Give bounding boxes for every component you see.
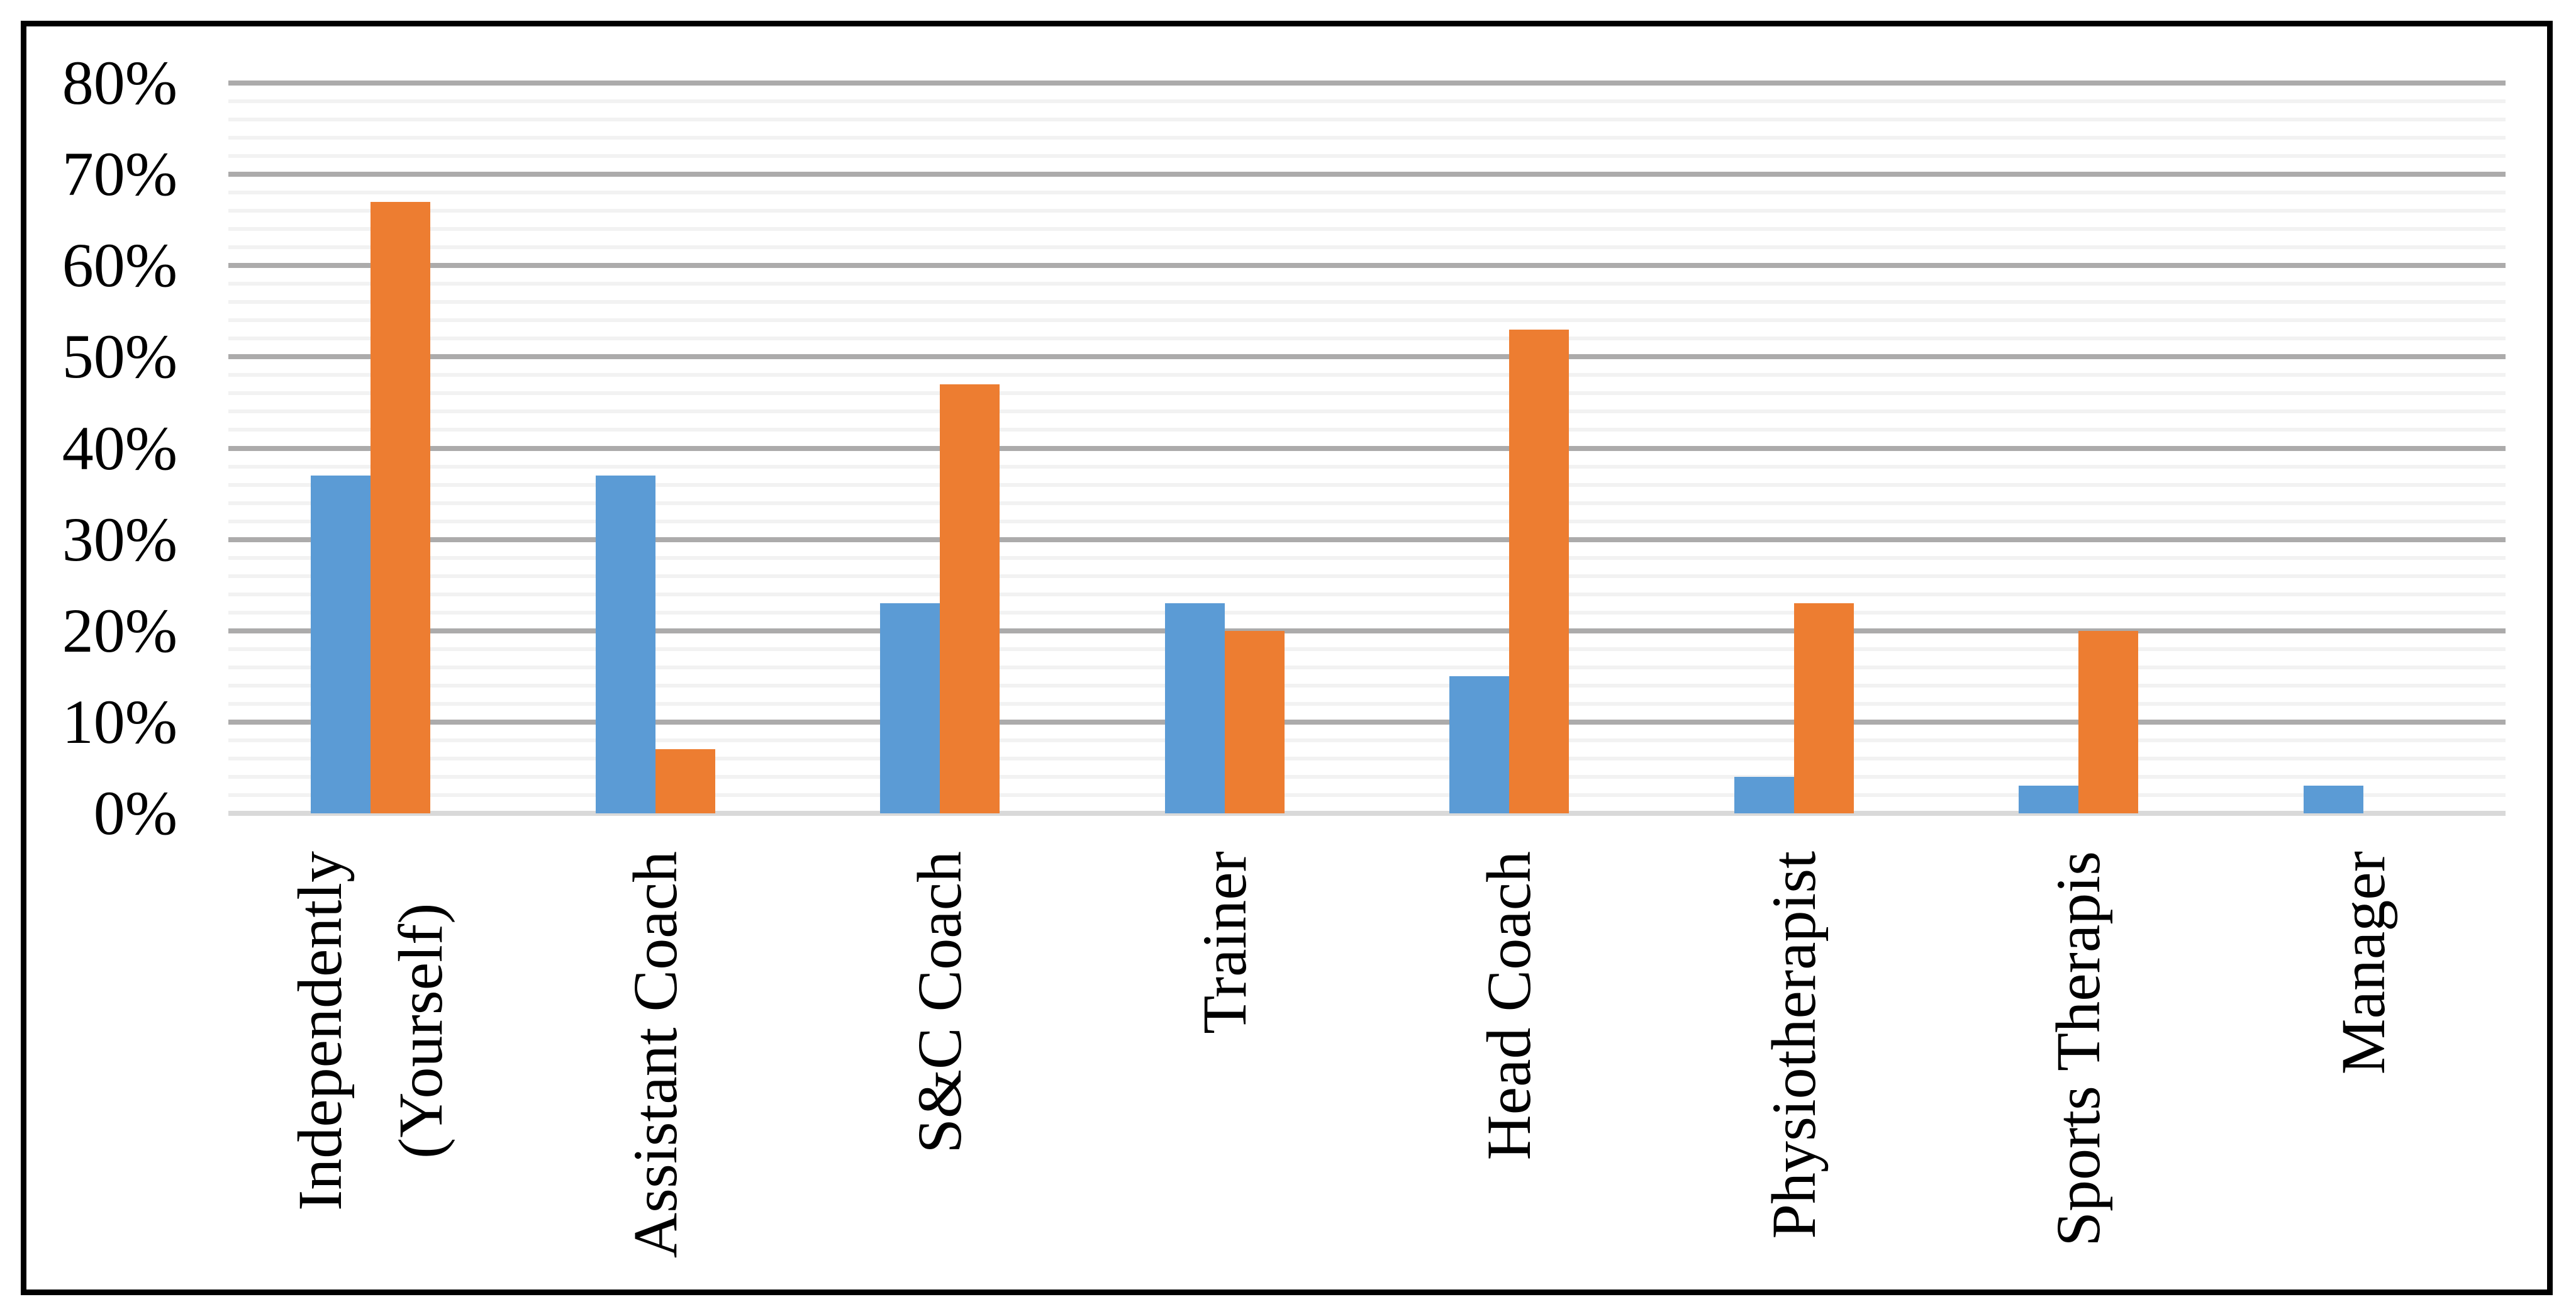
minor-gridline	[228, 519, 2506, 523]
x-axis-labels: Independently (Yourself) Assistant Coach S…	[228, 832, 2506, 1291]
major-gridline	[228, 81, 2506, 86]
minor-gridline	[228, 99, 2506, 104]
minor-gridline	[228, 555, 2506, 560]
y-axis-tick-label: 40%	[62, 413, 177, 483]
y-axis-tick-label: 50%	[62, 321, 177, 392]
major-gridline	[228, 263, 2506, 269]
bar-blue-series-6	[1734, 776, 1794, 813]
minor-gridline	[228, 373, 2506, 377]
x-axis-category-slot: Trainer	[1083, 832, 1368, 1291]
bar-orange-series-6	[1793, 603, 1854, 813]
minor-gridline	[228, 482, 2506, 487]
minor-gridline	[228, 136, 2506, 140]
bar-blue-series-7	[2019, 786, 2079, 813]
minor-gridline	[228, 756, 2506, 760]
minor-gridline	[228, 428, 2506, 432]
minor-gridline	[228, 574, 2506, 578]
minor-gridline	[228, 738, 2506, 742]
bar-blue-series-8	[2303, 786, 2363, 813]
bar-blue-series-5	[1449, 676, 1510, 813]
x-axis-line	[228, 811, 2506, 816]
minor-gridline	[228, 610, 2506, 615]
x-axis-category-label: Sports Therapis	[2043, 851, 2114, 1247]
x-axis-category-slot: S&C Coach	[798, 832, 1083, 1291]
minor-gridline	[228, 409, 2506, 414]
bar-orange-series-3	[940, 384, 1000, 813]
y-axis-tick-label: 10%	[62, 686, 177, 757]
minor-gridline	[228, 318, 2506, 323]
x-axis-category-label: S&C Coach	[905, 851, 975, 1154]
x-axis-category-label: Independently (Yourself)	[285, 851, 456, 1212]
y-axis-tick-label: 0%	[93, 778, 177, 848]
minor-gridline	[228, 118, 2506, 122]
bar-orange-series-5	[1509, 329, 1570, 813]
plot-area	[228, 81, 2506, 816]
bar-orange-series-7	[2078, 630, 2139, 813]
minor-gridline	[228, 391, 2506, 396]
y-axis-tick-label: 80%	[62, 48, 177, 118]
x-axis-category-slot: Head Coach	[1367, 832, 1652, 1291]
x-axis-category-label: Head Coach	[1474, 851, 1544, 1161]
major-gridline	[228, 172, 2506, 177]
x-axis-category-slot: Sports Therapis	[1936, 832, 2221, 1291]
y-axis-tick-label: 30%	[62, 504, 177, 574]
minor-gridline	[228, 300, 2506, 304]
minor-gridline	[228, 154, 2506, 159]
minor-gridline	[228, 774, 2506, 779]
minor-gridline	[228, 209, 2506, 213]
minor-gridline	[228, 191, 2506, 195]
minor-gridline	[228, 227, 2506, 231]
bar-blue-series-2	[595, 476, 655, 813]
minor-gridline	[228, 592, 2506, 596]
x-axis-category-slot: Independently (Yourself)	[228, 832, 513, 1291]
x-axis-category-slot: Physiotherapist	[1652, 832, 1937, 1291]
minor-gridline	[228, 665, 2506, 669]
bar-orange-series-1	[371, 201, 431, 813]
minor-gridline	[228, 501, 2506, 505]
y-axis-tick-label: 70%	[62, 139, 177, 209]
minor-gridline	[228, 282, 2506, 286]
minor-gridline	[228, 245, 2506, 250]
minor-gridline	[228, 647, 2506, 651]
major-gridline	[228, 354, 2506, 360]
major-gridline	[228, 445, 2506, 451]
chart-border-frame: 80% 70% 60% 50% 40% 30% 20% 10% 0% Independently…	[21, 21, 2553, 1295]
x-axis-category-label: Physiotherapist	[1758, 851, 1829, 1239]
x-axis-category-slot: Assistant Coach	[513, 832, 798, 1291]
major-gridline	[228, 719, 2506, 725]
minor-gridline	[228, 793, 2506, 797]
minor-gridline	[228, 464, 2506, 469]
bar-orange-series-4	[1224, 630, 1285, 813]
bar-orange-series-2	[655, 749, 715, 813]
bar-blue-series-4	[1164, 603, 1225, 813]
bar-blue-series-3	[880, 603, 940, 813]
bar-blue-series-1	[311, 476, 371, 813]
major-gridline	[228, 628, 2506, 633]
minor-gridline	[228, 683, 2506, 688]
minor-gridline	[228, 701, 2506, 706]
y-axis-tick-label: 60%	[62, 230, 177, 301]
major-gridline	[228, 537, 2506, 542]
minor-gridline	[228, 337, 2506, 341]
x-axis-category-label: Trainer	[1189, 851, 1259, 1034]
x-axis-category-label: Manager	[2328, 851, 2398, 1075]
y-axis-labels: 80% 70% 60% 50% 40% 30% 20% 10% 0%	[26, 26, 177, 1290]
y-axis-tick-label: 20%	[62, 595, 177, 666]
x-axis-category-label: Assistant Coach	[620, 851, 690, 1259]
x-axis-category-slot: Manager	[2221, 832, 2506, 1291]
